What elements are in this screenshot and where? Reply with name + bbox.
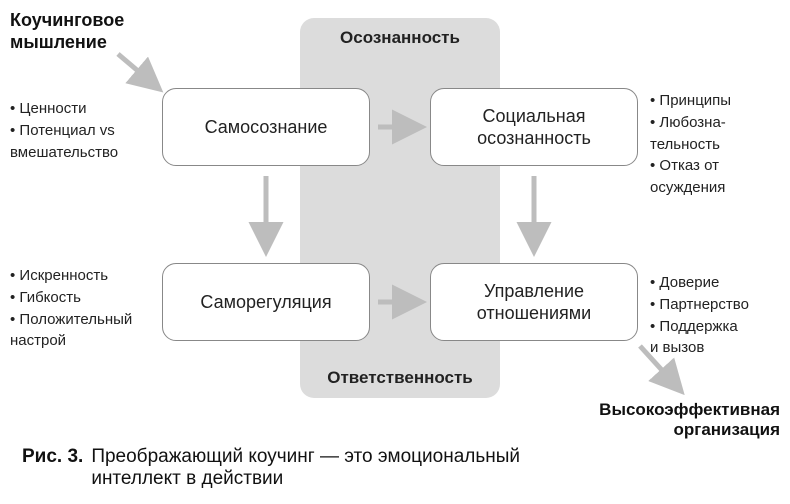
bullet-item: Любозна-тельность <box>650 112 731 156</box>
figure-number: Рис. 3. <box>22 446 83 468</box>
bullet-item: Принципы <box>650 90 731 112</box>
bullets-br: ДовериеПартнерствоПоддержкаи вызов <box>650 272 749 359</box>
figure-text: Преображающий коучинг — это эмоциональны… <box>91 446 520 490</box>
figure-caption: Рис. 3. Преображающий коучинг — это эмоц… <box>22 446 520 490</box>
band-top-label: Осознанность <box>300 28 500 48</box>
bullets-bl: ИскренностьГибкостьПоложительныйнастрой <box>10 265 132 352</box>
box-self-awareness: Самосознание <box>162 88 370 166</box>
bullet-item: Положительныйнастрой <box>10 309 132 353</box>
input-heading: Коучинговоемышление <box>10 10 124 53</box>
bullet-item: Искренность <box>10 265 132 287</box>
arrow-input <box>118 54 158 88</box>
bullets-tl: ЦенностиПотенциал vsвмешательство <box>10 98 118 163</box>
bullet-item: Партнерство <box>650 294 749 316</box>
band-bottom-label: Ответственность <box>300 368 500 388</box>
bullet-item: Гибкость <box>10 287 132 309</box>
bullet-item: Поддержкаи вызов <box>650 316 749 360</box>
box-relationship-mgmt: Управлениеотношениями <box>430 263 638 341</box>
diagram-canvas: Осознанность Ответственность Коучинговое… <box>0 0 790 504</box>
awareness-responsibility-band: Осознанность Ответственность <box>300 18 500 398</box>
bullet-item: Потенциал vsвмешательство <box>10 120 118 164</box>
bullets-tr: ПринципыЛюбозна-тельностьОтказ отосужден… <box>650 90 731 199</box>
bullet-item: Ценности <box>10 98 118 120</box>
output-heading: Высокоэффективнаяорганизация <box>570 400 780 441</box>
bullet-item: Доверие <box>650 272 749 294</box>
box-self-regulation: Саморегуляция <box>162 263 370 341</box>
box-social-awareness: Социальнаяосознанность <box>430 88 638 166</box>
bullet-item: Отказ отосуждения <box>650 155 731 199</box>
